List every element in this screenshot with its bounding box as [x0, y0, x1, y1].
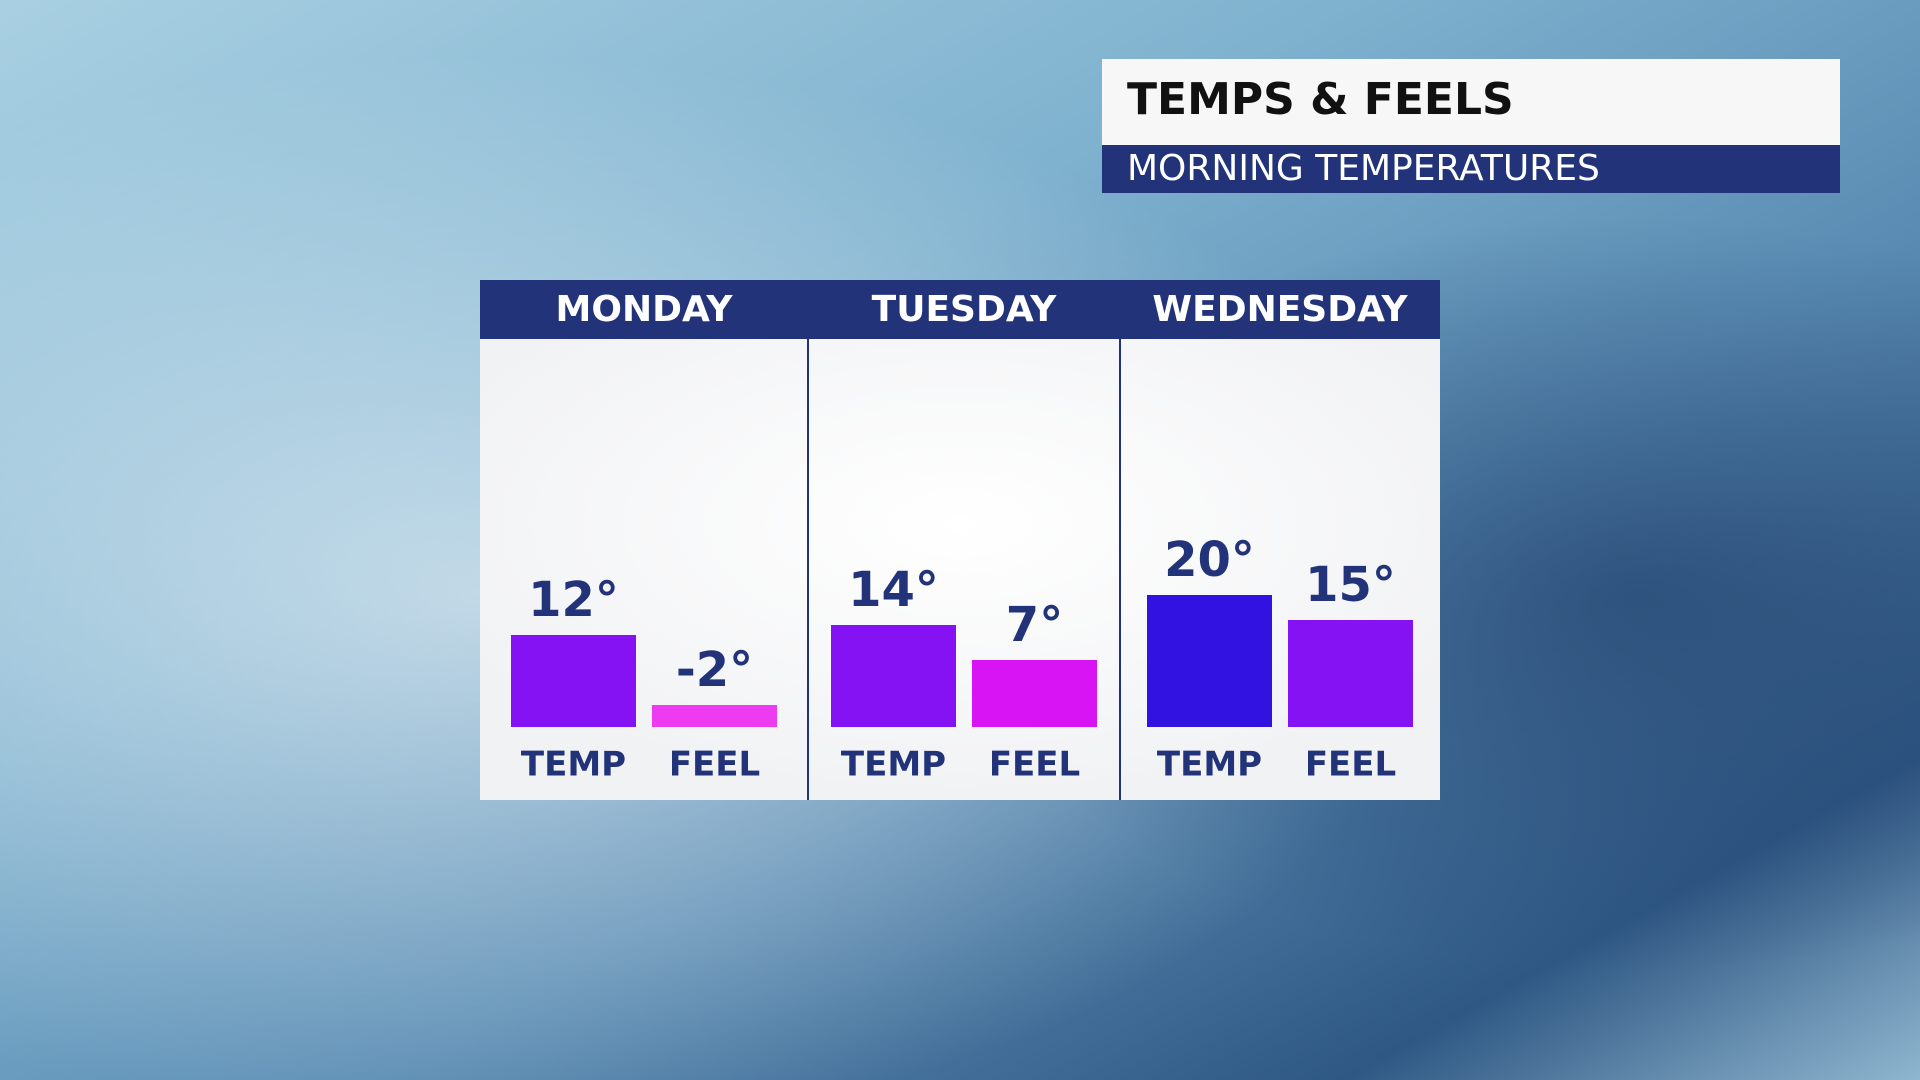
- bar: [1288, 620, 1413, 727]
- value-label: 20°: [1164, 532, 1255, 588]
- panel-header: [480, 280, 1440, 339]
- bar: [1147, 595, 1272, 727]
- value-label: 7°: [1006, 597, 1063, 653]
- series-label: FEEL: [1305, 745, 1396, 785]
- series-label: TEMP: [841, 745, 946, 785]
- chart-subtitle: MORNING TEMPERATURES: [1127, 148, 1600, 189]
- bars: MONDAY 12° TEMP -2° FEEL TUESDAY 14° TEMP 7° FEEL…: [511, 289, 1413, 785]
- chart-title: TEMPS & FEELS: [1127, 74, 1514, 125]
- series-label: TEMP: [521, 745, 626, 785]
- value-label: 14°: [848, 562, 939, 618]
- series-label: FEEL: [989, 745, 1080, 785]
- bar: [831, 625, 956, 727]
- day-label: MONDAY: [556, 289, 734, 330]
- value-label: 15°: [1305, 557, 1396, 613]
- day-label: WEDNESDAY: [1152, 289, 1408, 330]
- bar: [511, 635, 636, 727]
- subtitle-box: [1102, 145, 1840, 193]
- series-label: TEMP: [1157, 745, 1262, 785]
- day-label: TUESDAY: [872, 289, 1058, 330]
- panel: [480, 339, 1440, 800]
- bar: [972, 660, 1097, 727]
- bar: [652, 705, 777, 727]
- value-label: 12°: [528, 572, 619, 628]
- title-box: [1102, 59, 1840, 145]
- series-label: FEEL: [669, 745, 760, 785]
- value-label: -2°: [676, 642, 753, 698]
